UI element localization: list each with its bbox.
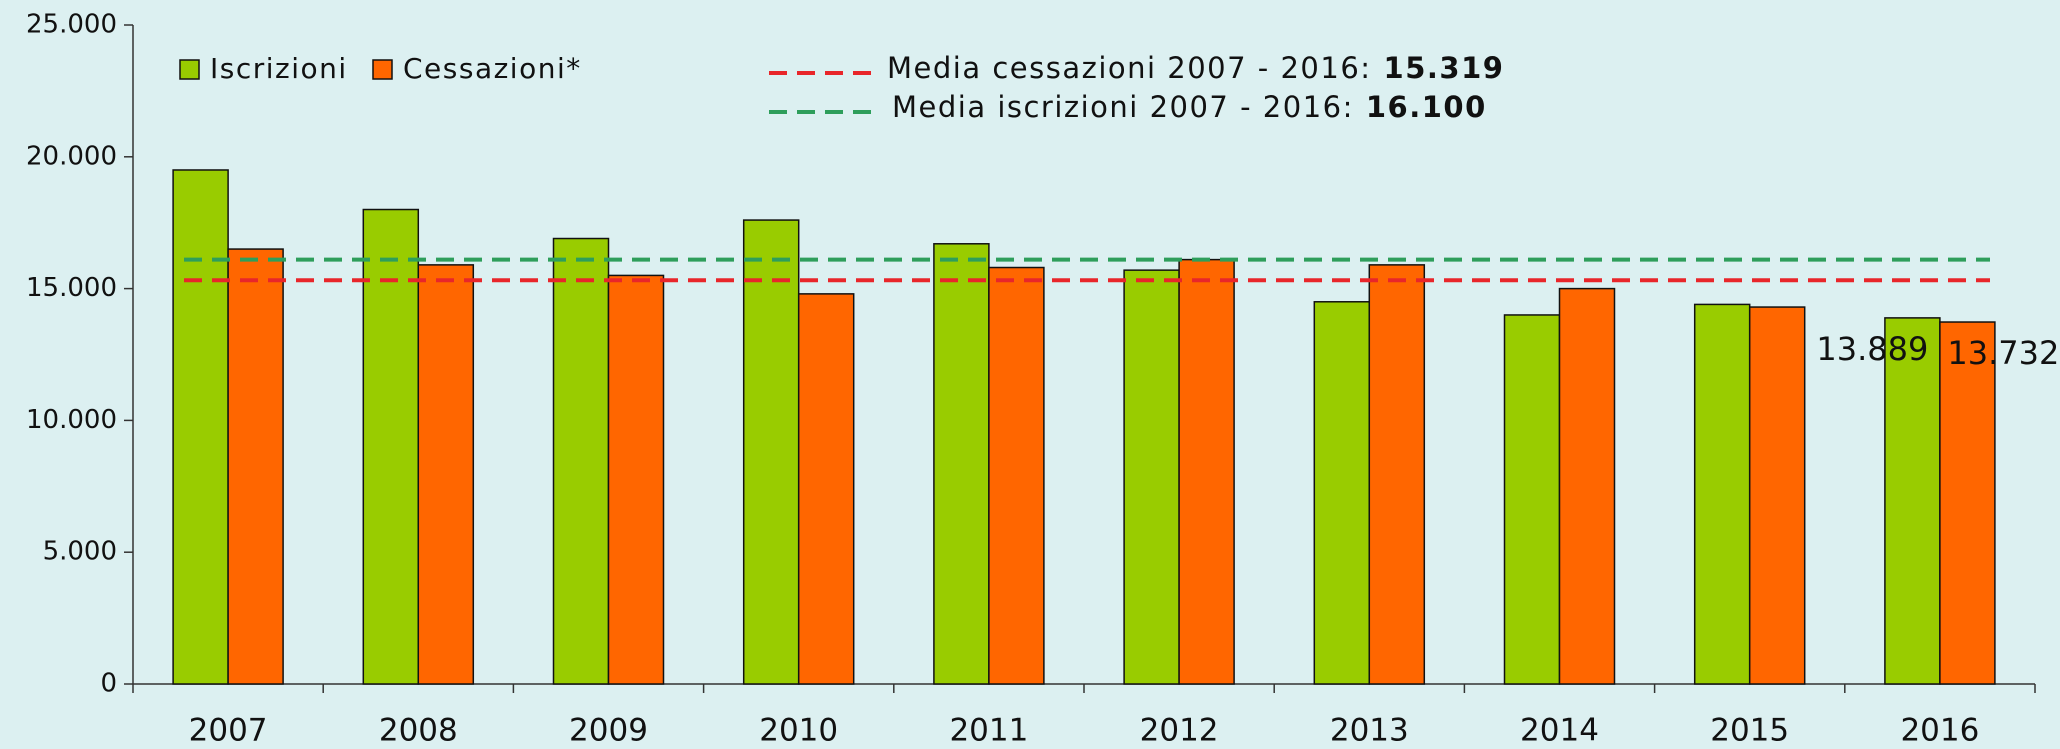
x-tick-label: 2013	[1330, 713, 1409, 749]
bar	[172, 169, 229, 685]
bar	[552, 237, 610, 685]
y-tick-label: 15.000	[26, 273, 117, 303]
bar	[607, 274, 665, 685]
mean-legend-value: 16.100	[1366, 90, 1487, 124]
x-tick-label: 2012	[1140, 713, 1219, 749]
x-tick-label: 2008	[379, 713, 458, 749]
legend-label: Iscrizioni	[210, 52, 348, 85]
y-tick-label: 0	[100, 669, 117, 699]
bar	[1558, 287, 1616, 685]
bar	[933, 243, 990, 685]
bar	[1748, 306, 1806, 685]
y-tick-label: 20.000	[26, 141, 117, 171]
bar	[797, 293, 855, 685]
x-tick-label: 2014	[1520, 713, 1599, 749]
y-tick-label: 10.000	[26, 405, 117, 435]
x-tick-label: 2015	[1710, 713, 1789, 749]
x-tick-label: 2010	[759, 713, 838, 749]
bar	[1313, 301, 1371, 685]
x-tick-label: 2011	[949, 713, 1028, 749]
mean-legend-value: 15.319	[1384, 51, 1505, 85]
x-tick-label: 2009	[569, 713, 648, 749]
bar	[742, 219, 800, 685]
mean-legend: Media cessazioni 2007 - 2016: 15.319	[887, 51, 1504, 85]
bar	[988, 266, 1045, 685]
x-tick-label: 2016	[1900, 713, 1979, 749]
bar	[1123, 269, 1180, 685]
bar	[1178, 258, 1235, 685]
mean-legend-name: Media iscrizioni 2007 - 2016:	[892, 90, 1354, 124]
bar	[1693, 303, 1751, 685]
mean-legend: Media iscrizioni 2007 - 2016: 16.100	[892, 90, 1487, 124]
data-label: 13.732	[1947, 334, 2059, 372]
bar	[362, 208, 420, 685]
bar	[1503, 314, 1561, 685]
x-tick-label: 2007	[189, 713, 268, 749]
bar	[1939, 321, 1996, 685]
legend-swatch	[372, 59, 393, 80]
bar	[417, 264, 475, 685]
y-tick-label: 5.000	[43, 537, 117, 567]
bar	[1368, 264, 1426, 685]
mean-legend-name: Media cessazioni 2007 - 2016:	[887, 51, 1372, 85]
bar	[227, 248, 284, 685]
legend-swatch	[179, 59, 200, 80]
bar	[1884, 317, 1941, 685]
legend-label: Cessazioni*	[403, 52, 582, 85]
y-tick-label: 25.000	[26, 10, 117, 40]
data-label: 13.889	[1816, 330, 1928, 368]
